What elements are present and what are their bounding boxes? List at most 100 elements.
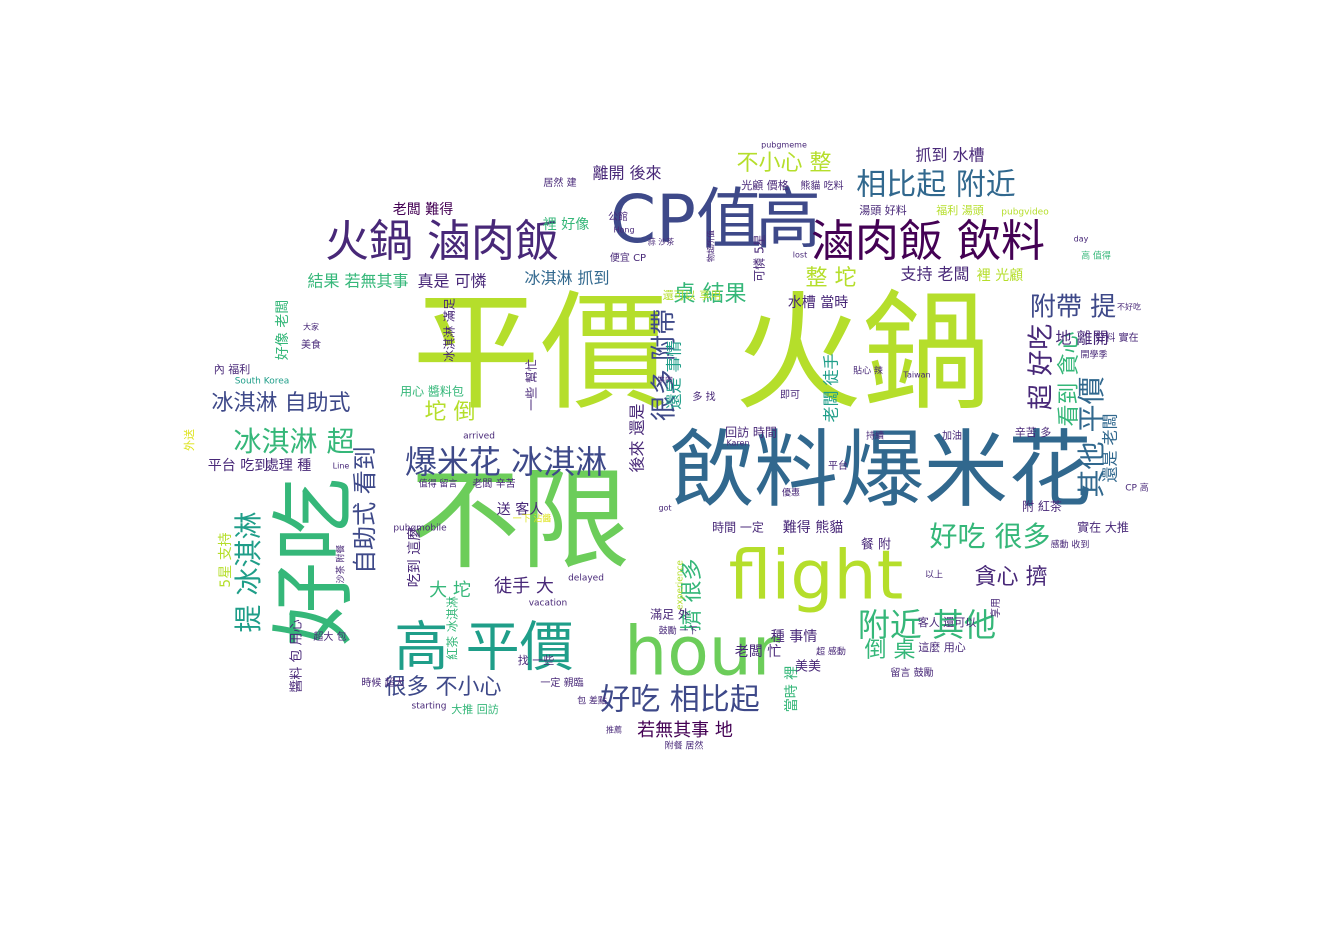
- cloud-word: pubgmeme: [761, 141, 807, 150]
- cloud-word: 附帶 提: [1030, 293, 1116, 323]
- cloud-word: 一定 親臨: [540, 676, 583, 689]
- cloud-word: Hong: [613, 226, 634, 235]
- cloud-word: 桌 結果: [674, 282, 747, 307]
- cloud-word: 擠 很多: [680, 559, 705, 632]
- cloud-word: 高 值得: [1081, 250, 1111, 262]
- cloud-word: 貼心 辣: [853, 365, 883, 377]
- cloud-word: 好吃: [265, 478, 363, 646]
- cloud-word: 種 事情: [771, 629, 817, 645]
- cloud-word: 沙茶 附餐: [335, 545, 347, 584]
- cloud-word: 高 平價: [394, 616, 573, 679]
- cloud-word: 福利 湯頭: [936, 203, 984, 217]
- cloud-word: 很多 不小心: [385, 675, 502, 700]
- cloud-word: Karen: [726, 439, 749, 448]
- cloud-word: 不好吃: [1117, 302, 1141, 312]
- cloud-word: 醬料 包 用心: [289, 619, 305, 692]
- cloud-word: 冰淇淋 抓到: [524, 269, 609, 288]
- cloud-word: 相比起 附近: [856, 168, 1016, 203]
- cloud-word: 好吃 相比起: [600, 683, 760, 718]
- cloud-word: 外送: [182, 429, 196, 451]
- cloud-word: 回訪 時間: [725, 425, 777, 440]
- cloud-word: 爆米花: [840, 421, 1092, 519]
- cloud-word: 餐 附: [861, 537, 891, 553]
- cloud-word: 優惠: [782, 487, 800, 499]
- cloud-word: 高: [755, 181, 821, 258]
- cloud-word: 持續: [866, 430, 884, 442]
- cloud-word: Line: [333, 462, 350, 471]
- cloud-word: 結果 若無其事: [307, 272, 408, 291]
- cloud-word: 紅茶 冰淇淋: [445, 596, 460, 660]
- cloud-word: 物超所值: [706, 230, 716, 262]
- cloud-word: 裡 好像: [543, 217, 589, 233]
- cloud-word: 留言 鼓勵: [890, 666, 933, 679]
- cloud-word: 難得 熊貓: [783, 519, 843, 536]
- cloud-word: 即可: [780, 389, 800, 401]
- cloud-word: 湯頭 好料: [859, 203, 907, 217]
- cloud-word: 老闆 辛苦: [472, 477, 515, 490]
- cloud-word: 平台: [828, 459, 848, 472]
- cloud-word: 5星 支持: [218, 532, 234, 587]
- cloud-word: 公館: [608, 210, 628, 223]
- cloud-word: 用心 醬料包: [400, 384, 464, 399]
- cloud-word: 飲料: [670, 421, 838, 519]
- cloud-word: 送 客人: [497, 501, 543, 518]
- cloud-word: 冰淇淋 滿足: [443, 298, 457, 362]
- cloud-word: 不限: [410, 456, 630, 584]
- cloud-word: 其他 平價: [1075, 377, 1108, 498]
- cloud-word: 鼓勵 一下: [659, 625, 698, 637]
- cloud-word: 老闆 難得: [393, 201, 453, 218]
- cloud-word: 當時 裡: [784, 666, 800, 712]
- cloud-word: 感動 收到: [1051, 539, 1090, 551]
- cloud-word: arrived: [463, 432, 495, 442]
- cloud-word: 自助式 看到: [351, 446, 379, 574]
- cloud-word: 加油: [942, 429, 962, 442]
- cloud-word: 便宜 CP: [610, 251, 646, 264]
- cloud-word: 大家: [303, 322, 319, 332]
- cloud-word: 推薦: [606, 725, 622, 735]
- cloud-word: starting: [412, 702, 447, 712]
- cloud-word: 整 坨: [806, 266, 857, 291]
- cloud-word: 居然 建: [543, 176, 576, 189]
- cloud-word: 好料 實在: [1095, 331, 1138, 344]
- cloud-word: 提 冰淇淋: [232, 512, 265, 633]
- cloud-word: 離開 後來: [592, 164, 661, 183]
- cloud-word: 水槽 當時: [788, 295, 848, 311]
- cloud-word: 附 紅茶: [1022, 499, 1062, 514]
- cloud-word: 可憐 5星: [753, 234, 767, 281]
- cloud-word: experience: [676, 560, 686, 610]
- cloud-word: 超大 包: [313, 630, 346, 643]
- cloud-word: 看到 貪心: [1057, 332, 1082, 427]
- cloud-word: 大 坨: [429, 580, 471, 601]
- cloud-word: pubgvideo: [1001, 208, 1049, 218]
- cloud-word: 開學季: [1080, 349, 1107, 361]
- cloud-word: 坨 倒: [425, 400, 476, 425]
- cloud-word: 若無其事 地: [637, 720, 733, 741]
- cloud-word: 還是 老闆: [1101, 413, 1120, 482]
- cloud-word: 還是 事情: [665, 340, 684, 409]
- cloud-word: 值得 留言: [419, 478, 458, 490]
- cloud-word: Taiwan: [902, 371, 930, 380]
- cloud-word: 附近 其他: [858, 606, 996, 644]
- cloud-word: got: [658, 504, 671, 513]
- cloud-word: 後來 還是: [628, 403, 647, 472]
- cloud-word: 貪心 擠: [975, 565, 1048, 590]
- cloud-word: 美美: [795, 660, 821, 675]
- cloud-word: 不小心 整: [737, 151, 832, 176]
- cloud-word: 好吃 很多: [930, 520, 1051, 553]
- cloud-word: 牛肉: [657, 375, 673, 385]
- cloud-word: flight: [729, 537, 904, 616]
- cloud-word: vacation: [529, 599, 568, 609]
- cloud-word: 找 一些: [518, 653, 555, 667]
- cloud-word: 多 找: [692, 390, 715, 403]
- cloud-word: 冰淇淋 自助式: [212, 391, 351, 416]
- cloud-word: CP值: [610, 181, 762, 258]
- cloud-word: 地 離開: [1055, 329, 1108, 348]
- cloud-word: 超 感動: [816, 646, 846, 658]
- cloud-word: 徒手 大: [494, 576, 554, 597]
- cloud-word: 附餐 居然: [665, 740, 704, 752]
- cloud-word: 光顧 價格: [741, 178, 789, 192]
- cloud-word: 倒 桌: [865, 638, 916, 663]
- cloud-word: 還可以 享用: [663, 288, 722, 302]
- cloud-word: 一些 幫忙: [524, 359, 539, 411]
- cloud-word: 裡 光顧: [977, 268, 1023, 284]
